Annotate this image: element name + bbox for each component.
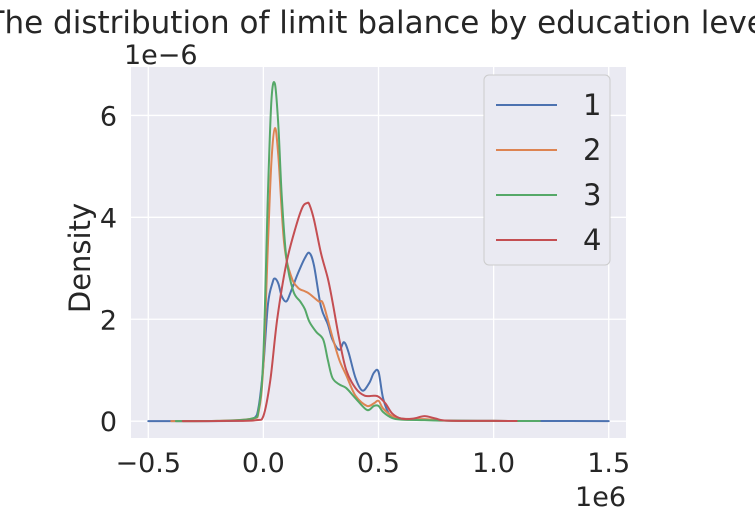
y-axis-label: Density	[63, 203, 97, 313]
y-offset-label: 1e−6	[124, 40, 198, 71]
legend-label-4: 4	[583, 223, 601, 257]
legend: 1 2 3 4	[483, 74, 611, 266]
series-lines	[147, 81, 610, 423]
x-tick-label: 0.5	[357, 448, 400, 479]
x-offset-label: 1e6	[575, 482, 626, 513]
series-line-4	[181, 201, 518, 423]
series-line-3	[174, 81, 541, 423]
series-line-2	[170, 127, 541, 423]
x-tick-label: 1.0	[472, 448, 515, 479]
legend-box	[483, 74, 611, 266]
y-tick-label: 4	[100, 203, 117, 234]
y-tick-label: 6	[100, 101, 117, 132]
x-tick-label: 0.0	[242, 448, 285, 479]
tick-labels: −0.5 0.0 0.5 1.0 1.5 0 2 4 6	[100, 101, 630, 479]
chart-title: The distribution of limit balance by edu…	[0, 5, 755, 41]
x-tick-label: −0.5	[115, 448, 181, 479]
y-tick-label: 2	[100, 305, 117, 336]
x-tick-label: 1.5	[587, 448, 630, 479]
legend-label-3: 3	[583, 178, 601, 212]
legend-label-2: 2	[583, 133, 601, 167]
legend-label-1: 1	[583, 88, 601, 122]
y-tick-label: 0	[100, 407, 117, 438]
